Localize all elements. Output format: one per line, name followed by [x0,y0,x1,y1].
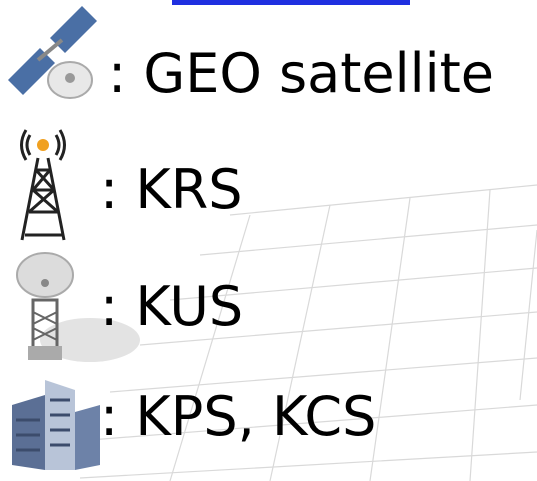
legend-label: : GEO satellite [108,42,494,105]
legend-diagram: : GEO satellite : KRS : KUS : KPS, KCS [0,0,537,481]
legend-label: : KRS [100,158,243,221]
legend-label: : KUS [100,275,243,338]
satellite-icon [8,6,97,98]
buildings-icon [12,380,100,470]
tower-icon [22,130,65,240]
legend-label: : KPS, KCS [100,385,376,448]
top-bar [172,0,410,5]
